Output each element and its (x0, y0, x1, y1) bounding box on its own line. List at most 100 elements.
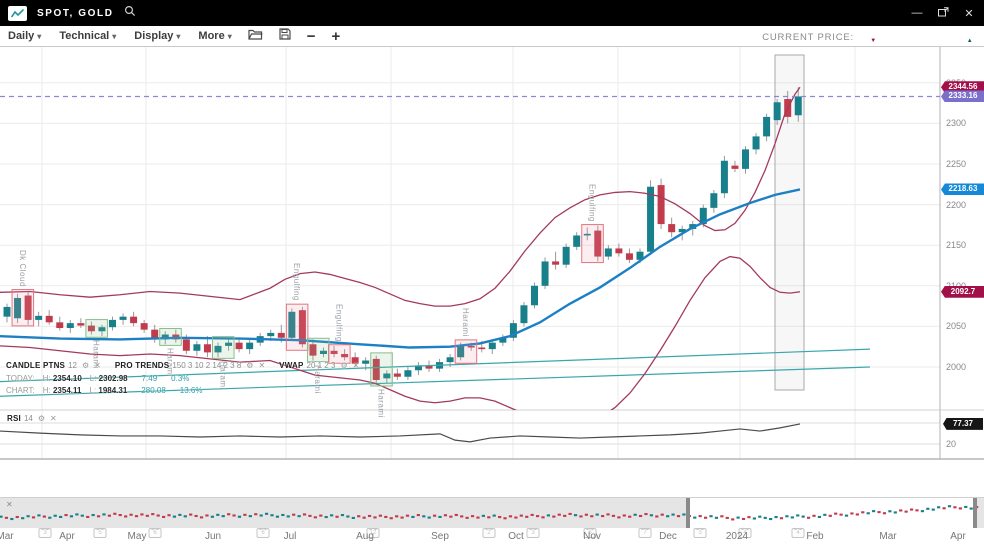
resize-grip-icon[interactable] (974, 538, 982, 545)
navigator-month-label: Mar (0, 531, 14, 542)
toolbar: Daily ▾ Technical ▾ Display ▾ More ▾ − + CUR… (0, 26, 984, 47)
pattern-label: Harami (218, 361, 228, 391)
chevron-down-icon: ▾ (176, 32, 181, 41)
chart-area[interactable]: 2350230022502200215021002050200080202344… (0, 47, 984, 538)
y-axis-tick: 2300 (946, 118, 967, 129)
calendar-event-badge[interactable]: 6 (256, 527, 270, 538)
calendar-event-badge[interactable]: 5 (93, 527, 107, 538)
y-axis-tick: 2200 (946, 199, 967, 210)
search-icon[interactable] (124, 4, 136, 22)
navigator-close-icon[interactable]: ✕ (6, 500, 13, 509)
pattern-label: Harami (91, 340, 101, 370)
navigator-dots (0, 505, 979, 521)
save-icon[interactable] (279, 27, 291, 45)
menu-technical[interactable]: Technical ▾ (59, 30, 117, 42)
navigator-month-label: Jul (283, 531, 297, 542)
navigator-selection[interactable] (688, 498, 975, 528)
pattern-label: Engulfing (334, 303, 344, 342)
pattern-label: Harami (376, 388, 386, 418)
calendar-event-badge[interactable]: 4 (791, 527, 805, 538)
candles-layer (3, 87, 802, 385)
price-pane (0, 54, 940, 410)
navigator-month-label: May (127, 531, 147, 542)
close-icon[interactable]: ✕ (258, 361, 266, 370)
menu-display[interactable]: Display ▾ (134, 30, 181, 42)
pattern-label: Harami (165, 348, 175, 378)
menu-daily[interactable]: Daily ▾ (8, 30, 42, 42)
navigator-month-label: Oct (508, 531, 524, 542)
navigator-month-label: Jun (204, 531, 222, 542)
gear-icon[interactable]: ⚙ (82, 361, 90, 370)
app-logo-icon (8, 5, 27, 21)
calendar-event-badge[interactable]: 7 (638, 527, 652, 538)
gear-icon[interactable]: ⚙ (246, 361, 254, 370)
price-badge: 2092.7 (941, 285, 984, 298)
price-badge: 2344.56 (941, 81, 984, 94)
calendar-event-badge[interactable]: 3 (38, 527, 52, 538)
y-axis-tick: 2050 (946, 321, 967, 332)
rsi-axis-tick: 20 (946, 439, 957, 449)
gridlines (0, 47, 984, 460)
zoom-out-button[interactable]: − (306, 27, 316, 45)
pattern-label: Engulfing (587, 183, 597, 222)
close-button[interactable]: ✕ (964, 7, 974, 20)
navigator-month-label: Dec (659, 531, 677, 542)
gear-icon[interactable]: ⚙ (37, 414, 46, 423)
y-axis-tick: 2250 (946, 159, 967, 169)
navigator-month-label: Aug (356, 531, 374, 542)
pattern-label: Dk Cloud (17, 249, 27, 287)
navigator-month-label: Apr (950, 531, 966, 542)
today-stats-row: TODAY: H: 2354.10 L: 2302.98 7.49 0.3% (6, 374, 190, 383)
candlestick-chart (0, 47, 984, 460)
calendar-event-badge[interactable]: 6 (583, 527, 597, 538)
rsi-value-badge: 77.37 (943, 417, 983, 430)
calendar-event-badge[interactable]: 6 (148, 527, 162, 538)
chevron-down-icon: ▾ (227, 32, 232, 41)
calendar-event-badge[interactable]: 12 (366, 527, 380, 538)
calendar-event-badge[interactable]: 4 (738, 527, 752, 538)
rsi-label: RSI (7, 414, 21, 423)
chevron-down-icon: ▾ (37, 32, 42, 41)
indicator-chip: PRO TRENDS 150 3 10 2 14 2 3 8 ⚙ ✕ (114, 361, 266, 370)
pattern-label: Harami (460, 308, 470, 337)
navigator-left-handle[interactable] (686, 498, 690, 528)
indicator-legend: CANDLE PTNS 12 ⚙ ✕ PRO TRENDS 150 3 10 2 14 2… (6, 361, 373, 370)
price-badge: 2218.63 (941, 183, 984, 196)
open-folder-icon[interactable] (248, 27, 263, 45)
calendar-event-badge[interactable]: 3 (526, 527, 540, 538)
window-title: SPOT, GOLD (37, 7, 114, 19)
gear-icon[interactable]: ⚙ (340, 361, 348, 370)
up-arrow-icon: ▲ (966, 38, 973, 44)
current-price-label: CURRENT PRICE: (762, 32, 854, 43)
pattern-label: Harami (313, 364, 323, 394)
navigator-month-label: Feb (806, 531, 824, 542)
rsi-line (0, 423, 801, 443)
minimize-button[interactable]: — (911, 7, 923, 19)
down-arrow-icon: ▼ (870, 38, 877, 44)
navigator-mini-chart (0, 505, 979, 521)
close-icon[interactable]: ✕ (352, 361, 360, 370)
calendar-event-badge[interactable]: 3 (693, 527, 707, 538)
navigator-month-label: Sep (431, 531, 449, 542)
popout-button[interactable] (936, 6, 950, 20)
calendar-event-badge[interactable]: 2 (482, 527, 496, 538)
window-controls: — ✕ (910, 0, 976, 26)
chart-stats-row: CHART: H: 2354.11 L: 1984.31 280.08 13.6% (6, 386, 203, 395)
navigator-month-label: 2024 (725, 531, 749, 542)
y-axis-tick: 2000 (946, 362, 967, 372)
navigator-month-label: Apr (59, 531, 75, 542)
navigator-right-handle[interactable] (973, 498, 977, 528)
close-icon[interactable]: ✕ (50, 414, 57, 423)
pattern-label: Engulfing (292, 263, 302, 302)
navigator-month-label: Nov (583, 531, 601, 542)
y-axis-tick: 2150 (946, 240, 967, 251)
range-navigator[interactable]: ✕ (0, 497, 984, 528)
menu-more[interactable]: More ▾ (198, 30, 232, 42)
price-badge: 2333.16 (941, 90, 984, 103)
rsi-legend: RSI 14 ⚙ ✕ (7, 414, 57, 423)
indicator-chip: CANDLE PTNS 12 ⚙ ✕ (6, 361, 101, 370)
zoom-in-button[interactable]: + (331, 27, 341, 45)
close-icon[interactable]: ✕ (94, 361, 101, 370)
bid-price-badge: ▼2332.88 (870, 33, 914, 45)
